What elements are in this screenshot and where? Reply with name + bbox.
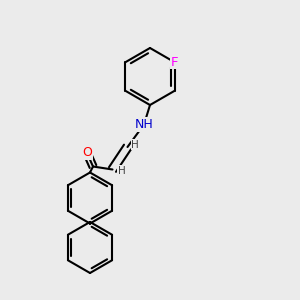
Text: H: H	[118, 166, 125, 176]
Text: O: O	[82, 146, 92, 160]
Text: H: H	[131, 140, 139, 150]
Text: F: F	[171, 56, 178, 69]
Text: NH: NH	[135, 118, 153, 131]
